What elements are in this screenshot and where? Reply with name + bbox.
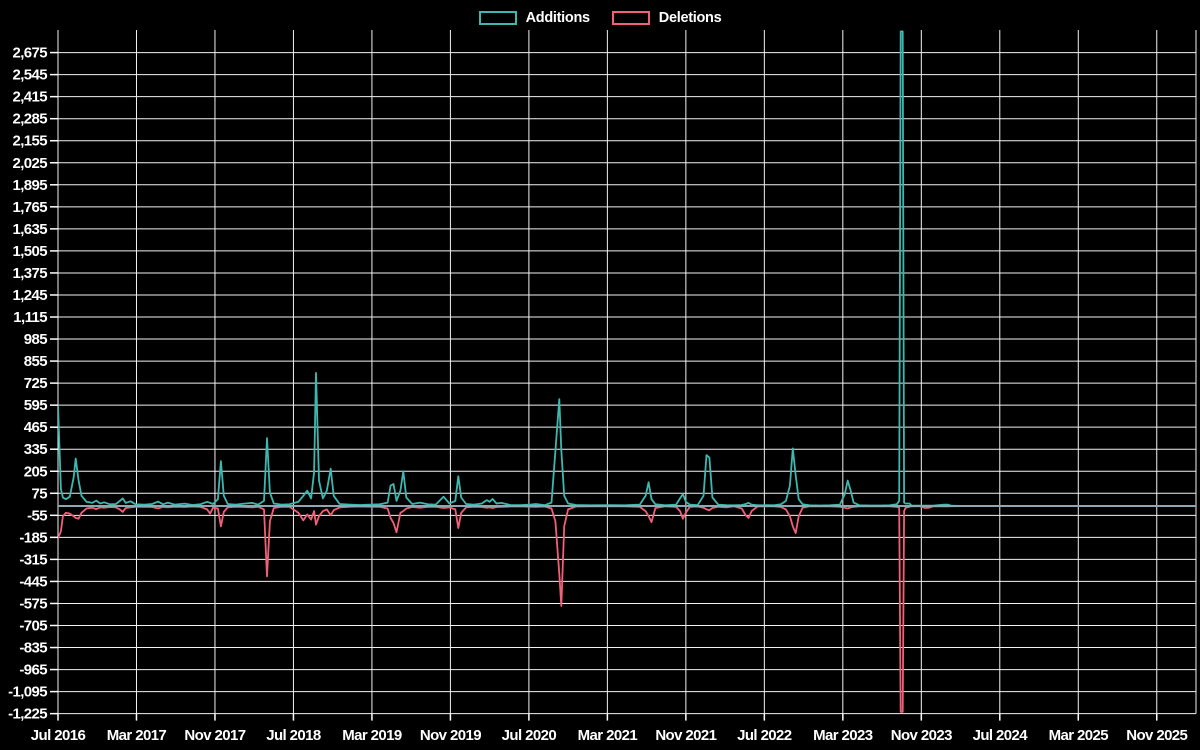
y-tick-label: 1,635 [12,221,47,238]
y-tick-label: 595 [24,397,47,414]
x-tick-label: Nov 2025 [1126,727,1187,744]
y-tick-label: -965 [19,662,47,679]
x-tick-label: Mar 2025 [1049,727,1109,744]
x-tick-label: Mar 2021 [578,727,638,744]
y-tick-label: -315 [19,551,47,568]
deletions-swatch-icon [611,11,650,25]
y-tick-label: 1,505 [12,243,47,260]
additions-line [58,30,1196,507]
y-tick-label: -445 [19,573,47,590]
x-tick-label: Jul 2024 [973,727,1029,744]
y-tick-label: -575 [19,595,47,612]
y-tick-label: 1,765 [12,199,47,216]
y-tick-label: 1,245 [12,287,47,304]
y-tick-label: 205 [24,463,47,480]
y-tick-label: 465 [24,419,47,436]
x-tick-label: Nov 2017 [184,727,245,744]
y-tick-label: 335 [24,441,47,458]
x-tick-label: Jul 2016 [31,727,86,744]
x-tick-label: Nov 2023 [891,727,952,744]
x-tick-label: Nov 2019 [420,727,481,744]
x-tick-label: Jul 2022 [737,727,792,744]
y-tick-label: 75 [32,485,48,502]
legend-label-additions: Additions [525,10,590,26]
y-tick-label: -1,095 [8,684,47,701]
axis-labels: -1,225 -1,095 -965 -835 -705 -575 -445 -315 -185… [8,45,1188,744]
x-tick-label: Jul 2018 [266,727,321,744]
y-tick-label: -835 [19,640,47,657]
additions-swatch-icon [478,11,517,25]
y-tick-label: 1,375 [12,265,47,282]
x-tick-label: Mar 2017 [107,727,167,744]
chart-legend: Additions Deletions [0,6,1200,30]
legend-label-deletions: Deletions [658,10,722,26]
y-tick-label: 2,545 [12,67,47,84]
x-tick-label: Mar 2023 [813,727,873,744]
y-tick-label: -185 [19,529,47,546]
legend-item-additions[interactable]: Additions [478,10,590,26]
y-tick-label: -705 [19,617,47,634]
legend-item-deletions[interactable]: Deletions [611,10,722,26]
y-tick-label: 725 [24,375,47,392]
y-tick-label: 2,285 [12,111,47,128]
y-tick-label: -55 [27,507,47,524]
y-tick-label: 2,415 [12,89,47,106]
y-tick-label: 1,895 [12,177,47,194]
y-tick-label: 985 [24,331,47,348]
y-tick-label: 2,675 [12,45,47,62]
y-tick-label: 1,115 [13,309,47,326]
x-tick-label: Nov 2021 [655,727,716,744]
y-tick-label: 855 [24,353,47,370]
x-tick-label: Jul 2020 [502,727,557,744]
y-tick-label: -1,225 [8,706,47,723]
axis-ticks [50,51,1158,721]
x-tick-label: Mar 2019 [342,727,402,744]
y-tick-label: 2,155 [12,133,47,150]
grid-lines [57,30,1197,715]
y-tick-label: 2,025 [12,155,47,172]
